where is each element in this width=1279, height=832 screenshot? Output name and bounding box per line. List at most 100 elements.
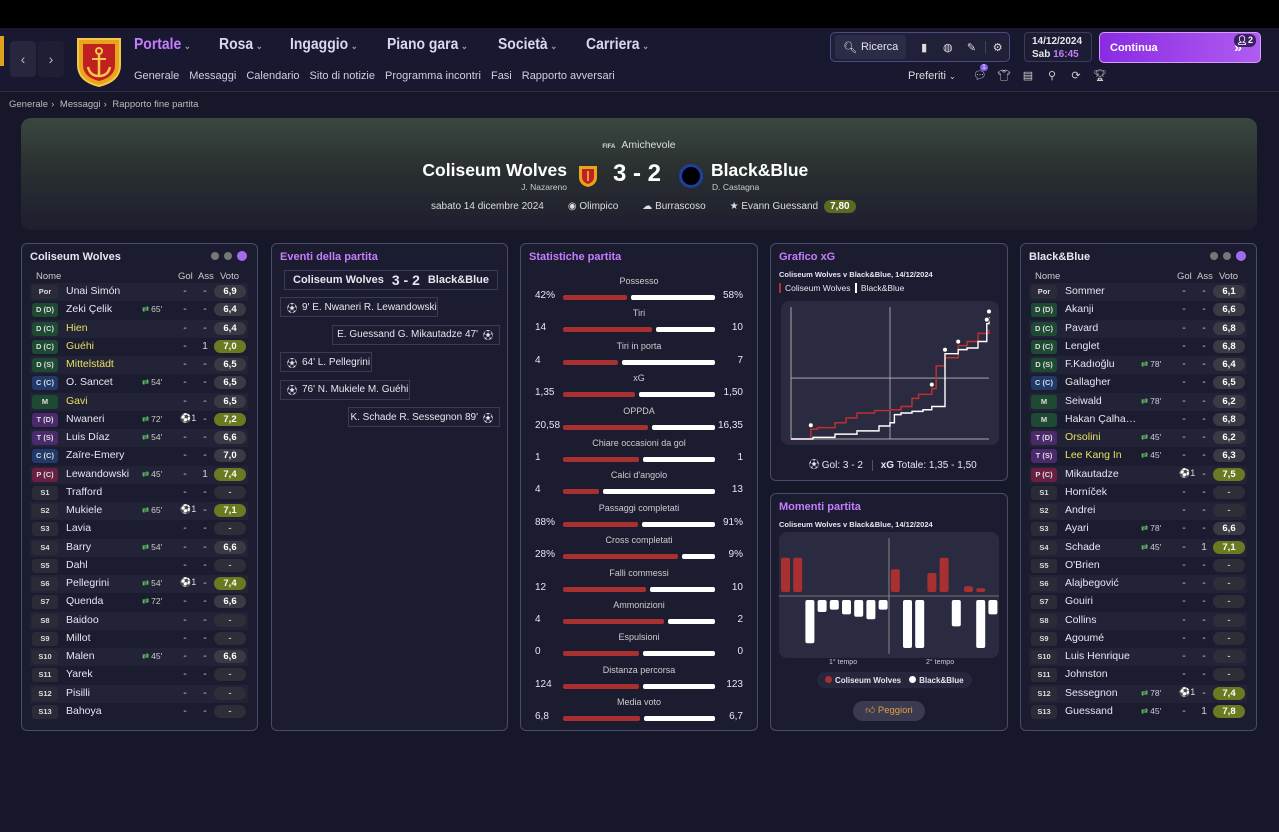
- col-name[interactable]: Nome: [36, 271, 62, 282]
- player-name[interactable]: Schade: [1065, 540, 1101, 553]
- player-row[interactable]: T (S) Luis Díaz ⇄ 54' - -6,6: [30, 429, 248, 447]
- player-row[interactable]: S3 Ayari ⇄ 78' - -6,6: [1029, 520, 1247, 538]
- player-name[interactable]: Lewandowski: [66, 467, 130, 480]
- view-dot[interactable]: [1210, 252, 1218, 260]
- player-row[interactable]: S5 Dahl - - -: [30, 557, 248, 575]
- player-row[interactable]: C (C) Zaïre-Emery - -7,0: [30, 447, 248, 465]
- player-row[interactable]: S1 Trafford - - -: [30, 484, 248, 502]
- col-assists[interactable]: Ass: [198, 271, 214, 282]
- worst-toggle-button[interactable]: 👍︎ Peggiori: [853, 701, 925, 721]
- view-dot[interactable]: [224, 252, 232, 260]
- event-item[interactable]: ⚽︎ 76' N. Mukiele M. Guéhi: [280, 379, 410, 400]
- player-name[interactable]: Trafford: [66, 485, 103, 498]
- submenu-item[interactable]: Messaggi: [189, 70, 237, 82]
- player-row[interactable]: S12 Pisilli - - -: [30, 684, 248, 703]
- continue-button[interactable]: Continua » 👤︎2: [1099, 32, 1261, 63]
- player-row[interactable]: S13 Bahoya - - -: [30, 703, 248, 721]
- event-item[interactable]: ⚽︎ 9' E. Nwaneri R. Lewandowski: [280, 297, 438, 317]
- document-icon[interactable]: ▤: [1022, 70, 1034, 82]
- chat-icon[interactable]: 💬︎ 1: [973, 64, 988, 82]
- player-row[interactable]: M Gavi - -6,5: [30, 392, 248, 411]
- player-row[interactable]: P (C) Mikautadze ⚽1-7,5: [1029, 465, 1247, 484]
- player-row[interactable]: S6 Pellegrini ⇄ 54' ⚽1-7,4: [30, 575, 248, 593]
- menu-item[interactable]: Società ⌄: [498, 36, 557, 54]
- gear-icon[interactable]: ⚙: [985, 40, 1009, 54]
- player-row[interactable]: Por Sommer - -6,1: [1029, 283, 1247, 301]
- player-name[interactable]: Malen: [66, 650, 95, 662]
- col-rating[interactable]: Voto: [1219, 271, 1239, 282]
- breadcrumb-item[interactable]: Generale: [9, 99, 49, 110]
- player-name[interactable]: Agoumé: [1065, 631, 1105, 644]
- menu-item[interactable]: Ingaggio ⌄: [290, 36, 358, 54]
- player-row[interactable]: S13 Guessand ⇄ 45' - 1 7,8: [1029, 703, 1247, 721]
- player-row[interactable]: S7 Gouiri - - -: [1029, 593, 1247, 611]
- player-name[interactable]: Lee Kang In: [1065, 449, 1122, 462]
- player-name[interactable]: Hakan Çalha…: [1065, 412, 1137, 425]
- player-name[interactable]: Baidoo: [66, 613, 99, 626]
- view-dot-active[interactable]: [1236, 251, 1246, 261]
- submenu-item[interactable]: Calendario: [246, 70, 300, 82]
- menu-item[interactable]: Carriera ⌄: [586, 36, 649, 54]
- player-name[interactable]: Dahl: [66, 558, 88, 571]
- player-row[interactable]: M Hakan Çalha… - -6,8: [1029, 411, 1247, 429]
- player-row[interactable]: T (D) Nwaneri ⇄ 72' ⚽1-7,2: [30, 411, 248, 429]
- player-row[interactable]: D (C) Guéhi - 1 7,0: [30, 338, 248, 356]
- player-row[interactable]: D (S) Mittelstädt - -6,5: [30, 356, 248, 374]
- player-name[interactable]: Horníček: [1065, 485, 1108, 498]
- tactics-icon[interactable]: ⚲: [1047, 70, 1057, 82]
- lineup-view-toggle[interactable]: [211, 251, 247, 261]
- player-row[interactable]: Por Unai Simón - -6,9: [30, 283, 248, 301]
- refresh-icon[interactable]: ⟳: [1071, 70, 1081, 82]
- player-name[interactable]: Guéhi: [66, 339, 95, 352]
- event-item[interactable]: ⚽︎ 64' L. Pellegrini: [280, 352, 372, 372]
- col-rating[interactable]: Voto: [220, 271, 240, 282]
- back-button[interactable]: ‹: [10, 41, 36, 77]
- submenu-item[interactable]: Sito di notizie: [309, 70, 375, 82]
- player-row[interactable]: S3 Lavia - - -: [30, 520, 248, 538]
- col-goals[interactable]: Gol: [178, 271, 193, 282]
- lineup-view-toggle[interactable]: [1210, 251, 1246, 261]
- player-name[interactable]: Mittelstädt: [66, 358, 114, 370]
- club-crest-logo[interactable]: [74, 35, 124, 87]
- player-row[interactable]: D (C) Lenglet - -6,8: [1029, 338, 1247, 356]
- player-row[interactable]: D (S) F.Kadıoğlu ⇄ 78' - -6,4: [1029, 356, 1247, 374]
- player-name[interactable]: Pisilli: [66, 686, 90, 699]
- view-dot[interactable]: [211, 252, 219, 260]
- player-row[interactable]: S2 Andrei - - -: [1029, 502, 1247, 520]
- view-dot-active[interactable]: [237, 251, 247, 261]
- view-dot[interactable]: [1223, 252, 1231, 260]
- player-name[interactable]: Barry: [66, 540, 92, 553]
- player-name[interactable]: Guessand: [1065, 704, 1113, 717]
- submenu-item[interactable]: Programma incontri: [384, 70, 481, 82]
- player-name[interactable]: Quenda: [66, 595, 104, 608]
- player-row[interactable]: P (C) Lewandowski ⇄ 45' - 1 7,4: [30, 465, 248, 484]
- col-assists[interactable]: Ass: [1197, 271, 1213, 282]
- preferiti-dropdown[interactable]: Preferiti ⌄: [908, 70, 956, 82]
- event-item[interactable]: K. Schade R. Sessegnon 89' ⚽︎: [348, 407, 500, 427]
- player-row[interactable]: C (C) Gallagher - -6,5: [1029, 374, 1247, 392]
- search-button[interactable]: 🔍︎ Ricerca: [835, 35, 907, 59]
- player-name[interactable]: Sommer: [1065, 285, 1105, 297]
- player-name[interactable]: Ayari: [1065, 522, 1089, 535]
- player-name[interactable]: Lavia: [66, 522, 92, 535]
- player-row[interactable]: S6 Alajbegović - - -: [1029, 575, 1247, 593]
- player-name[interactable]: Luis Henrique: [1065, 650, 1130, 662]
- player-row[interactable]: D (D) Zeki Çelik ⇄ 65' - -6,4: [30, 301, 248, 319]
- player-name[interactable]: Pavard: [1065, 321, 1099, 334]
- player-row[interactable]: S2 Mukiele ⇄ 65' ⚽1-7,1: [30, 502, 248, 520]
- player-row[interactable]: T (D) Orsolini ⇄ 45' - -6,2: [1029, 429, 1247, 447]
- player-name[interactable]: Luis Díaz: [66, 431, 110, 443]
- player-name[interactable]: Mukiele: [66, 504, 103, 516]
- player-row[interactable]: S8 Baidoo - - -: [30, 611, 248, 630]
- player-name[interactable]: Zaïre-Emery: [66, 449, 125, 462]
- player-name[interactable]: F.Kadıoğlu: [1065, 358, 1115, 370]
- player-row[interactable]: S8 Collins - - -: [1029, 611, 1247, 630]
- player-name[interactable]: Unai Simón: [66, 285, 121, 297]
- player-row[interactable]: M Seiwald ⇄ 78' - -6,2: [1029, 392, 1247, 411]
- player-row[interactable]: S1 Horníček - - -: [1029, 484, 1247, 502]
- player-row[interactable]: D (C) Pavard - -6,8: [1029, 319, 1247, 338]
- player-row[interactable]: S11 Johnston - - -: [1029, 666, 1247, 684]
- menu-item[interactable]: Piano gara ⌄: [387, 36, 468, 54]
- player-row[interactable]: T (S) Lee Kang In ⇄ 45' - -6,3: [1029, 447, 1247, 465]
- player-row[interactable]: S4 Schade ⇄ 45' - 1 7,1: [1029, 538, 1247, 557]
